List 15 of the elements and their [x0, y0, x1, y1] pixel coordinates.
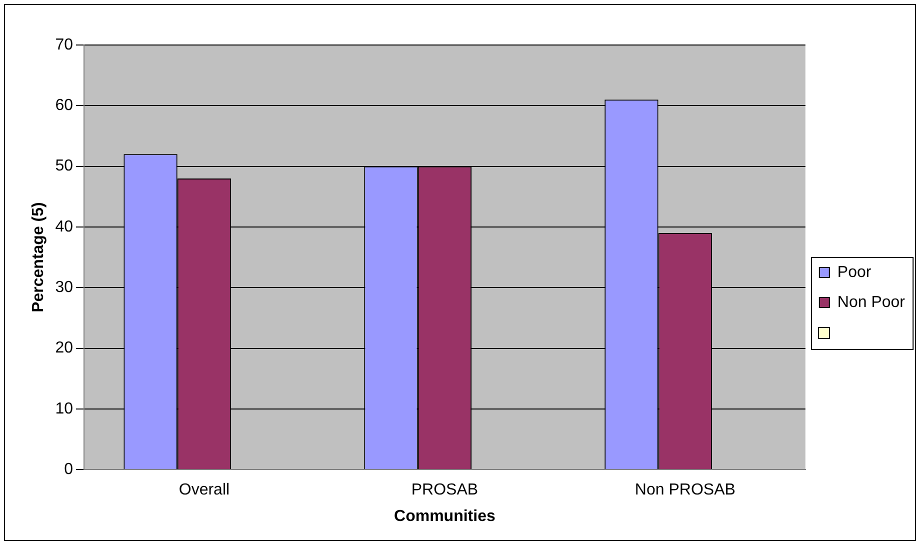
- x-tick-label: PROSAB: [411, 482, 478, 499]
- legend-label: Poor: [837, 264, 872, 281]
- y-tick-label: 0: [64, 461, 74, 478]
- y-tick-label: 40: [55, 218, 74, 236]
- legend-label: Non Poor: [837, 294, 906, 311]
- y-tick-label: 60: [55, 97, 74, 114]
- x-axis-title: Communities: [394, 508, 496, 525]
- y-tick-label: 20: [55, 340, 74, 357]
- y-tick-label: 70: [55, 36, 74, 54]
- x-tick-label: Overall: [178, 482, 230, 499]
- y-tick-label: 10: [55, 400, 74, 418]
- y-tick-label: 30: [55, 279, 74, 296]
- y-tick-label: 50: [55, 158, 74, 175]
- x-tick-label: Non PROSAB: [634, 482, 736, 499]
- y-axis-title: Percentage (5): [30, 202, 48, 312]
